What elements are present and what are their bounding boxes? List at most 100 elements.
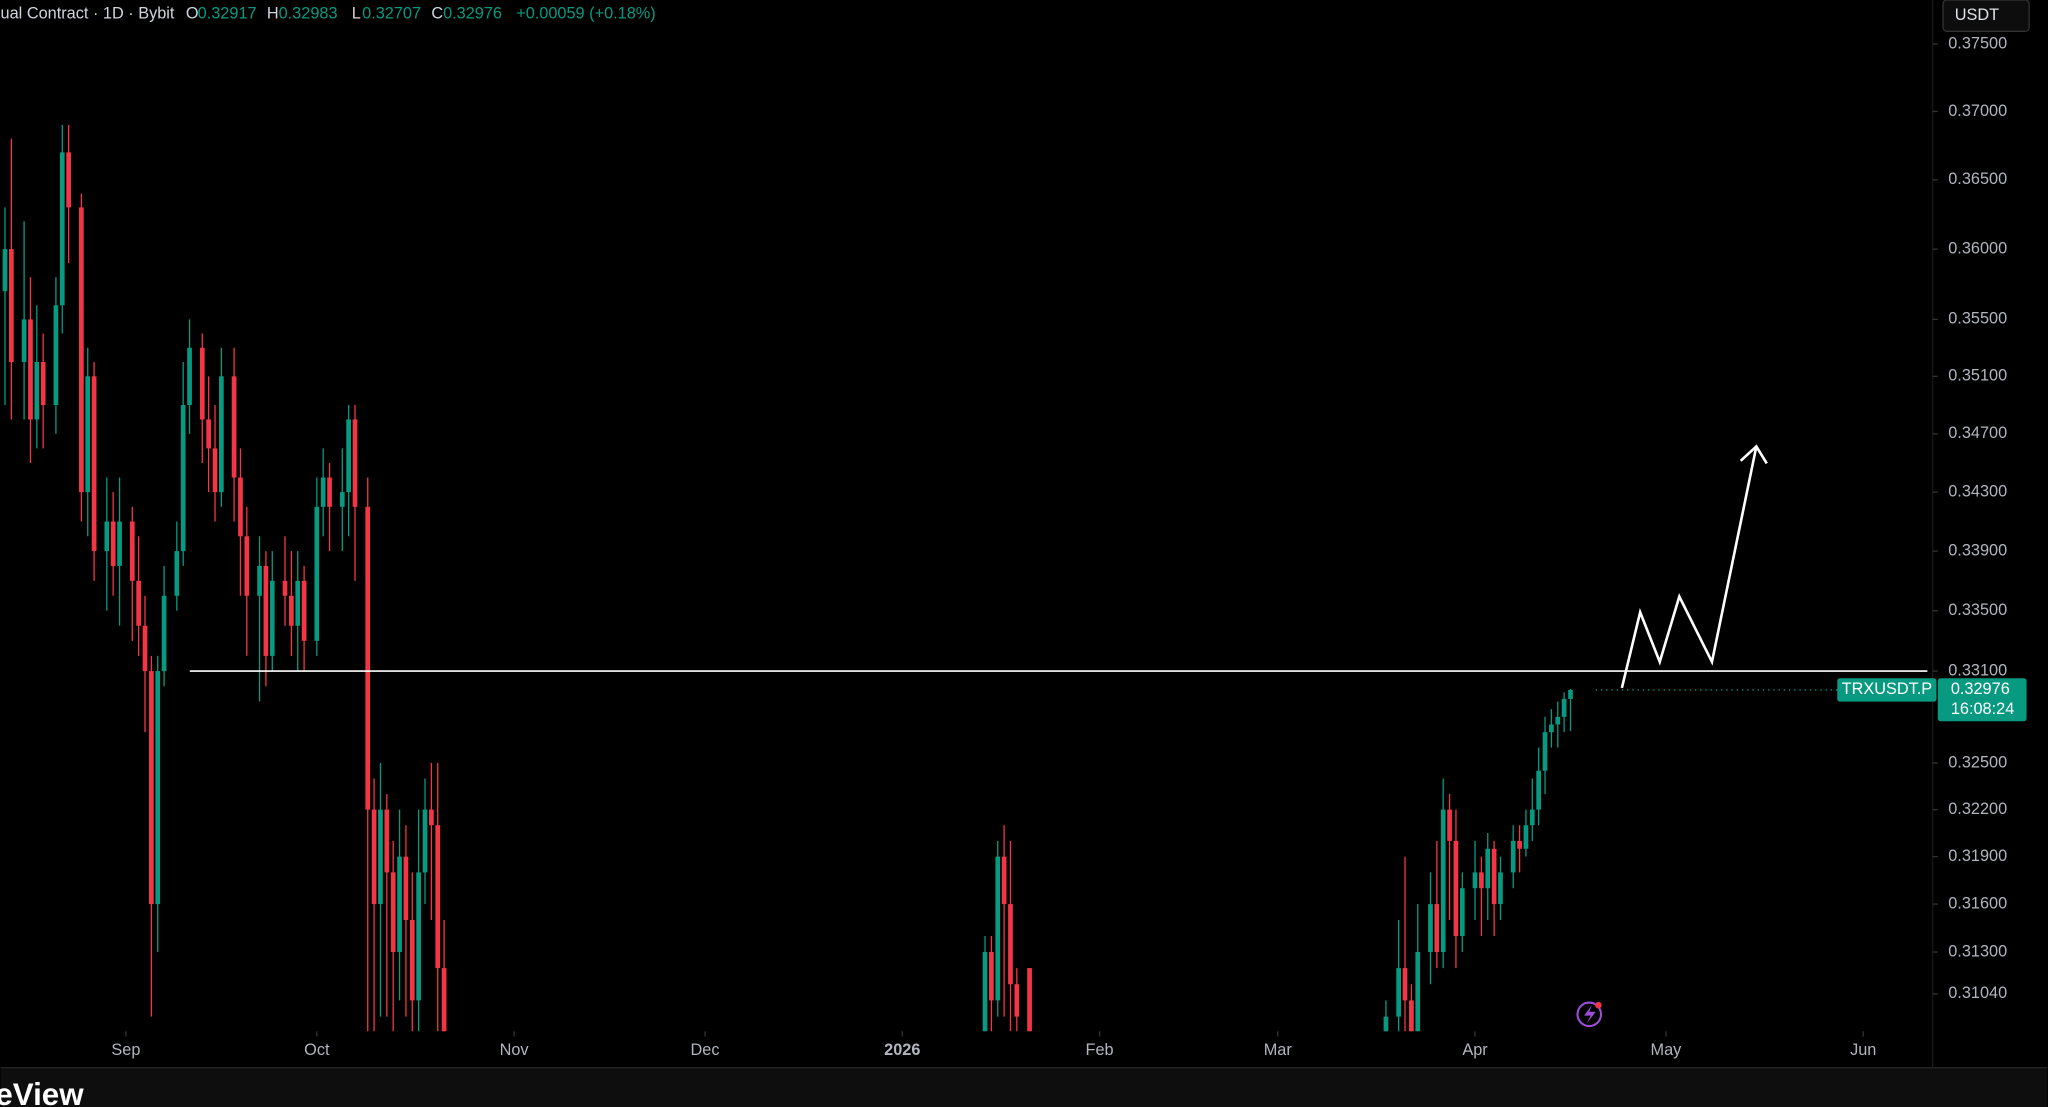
candle-body (314, 506, 320, 641)
y-tick-label: 0.35500 (1948, 310, 2007, 328)
candle-body (378, 809, 383, 905)
candle-body (1415, 952, 1421, 1032)
candle-body (1440, 809, 1446, 953)
ohlc-key: O (186, 5, 199, 23)
candle-body (989, 952, 994, 1001)
candle-body (1536, 770, 1542, 810)
candle-body (21, 319, 27, 363)
candle-body (982, 952, 988, 1032)
candle-body (136, 580, 141, 626)
candle-body (187, 347, 192, 406)
candle-body (371, 809, 377, 905)
candle-body (34, 362, 40, 420)
y-tick-label: 0.34700 (1948, 424, 2007, 442)
candle-body (320, 477, 326, 507)
y-tick-label: 0.31300 (1948, 942, 2007, 960)
candle-body (282, 580, 288, 596)
candle-body (289, 595, 294, 626)
candle-body (199, 347, 205, 420)
alert-dot[interactable] (1595, 1001, 1602, 1009)
candle-body (142, 625, 148, 672)
alert-bolt[interactable] (1584, 1005, 1596, 1024)
ohlc-key: L (352, 5, 361, 23)
candle-body (301, 580, 307, 641)
candle-body (174, 551, 180, 596)
candle-body (352, 419, 358, 507)
candle-body (346, 419, 351, 493)
x-tick-label: Sep (111, 1041, 140, 1059)
candle-body (1491, 848, 1497, 905)
candle-body (1014, 984, 1020, 1017)
candle-body (1517, 840, 1522, 849)
y-tick-label: 0.37500 (1948, 34, 2007, 52)
ohlc-value: 0.32976 (443, 5, 502, 23)
candle-body (1568, 689, 1573, 699)
candle-body (110, 521, 116, 566)
y-tick-label: 0.34300 (1948, 482, 2007, 500)
x-tick-label: Dec (691, 1041, 720, 1059)
candle-body (1001, 856, 1007, 905)
ohlc-value: 0.32707 (362, 5, 421, 23)
candle-body (180, 405, 186, 552)
candle-body (1453, 840, 1459, 936)
candle-body (1510, 840, 1516, 873)
x-tick-label: Jun (1850, 1041, 1876, 1059)
candle-body (339, 492, 345, 507)
candle-body (1434, 904, 1440, 953)
brand: eView (0, 1077, 84, 1107)
candle-body (1549, 724, 1554, 733)
countdown: 16:08:24 (1951, 700, 2014, 718)
candle-body (257, 565, 262, 596)
currency[interactable]: USDT (1955, 6, 1999, 24)
symbol-tag (1837, 678, 1937, 702)
y-tick-label: 0.32500 (1948, 753, 2007, 771)
candle-body (1409, 1000, 1414, 1032)
candle-body (269, 580, 275, 656)
candle-body (263, 565, 269, 656)
candle-body (1402, 968, 1408, 1001)
x-tick-label: Mar (1264, 1041, 1293, 1059)
y-tick-label: 0.35100 (1948, 367, 2007, 385)
footer-bar (0, 1069, 2048, 1107)
ohlc-key: H (267, 5, 279, 23)
projection-arrow (1620, 444, 1768, 689)
candle-body (365, 506, 371, 810)
x-tick-label: Feb (1086, 1041, 1114, 1059)
candle-body (28, 319, 33, 420)
candle-body (1561, 698, 1567, 717)
candle-body (1498, 872, 1503, 905)
candle-body (2, 249, 8, 292)
ohlc-value: 0.32917 (198, 5, 257, 23)
candle-body (327, 477, 332, 507)
x-tick-label: May (1651, 1041, 1683, 1059)
candle-body (995, 856, 1001, 1001)
y-tick-label: 0.36000 (1948, 239, 2007, 257)
x-tick-label: Oct (304, 1041, 330, 1059)
candle-body (1472, 872, 1478, 889)
price-tag (1937, 678, 2027, 722)
y-tick-label: 0.31600 (1948, 894, 2007, 912)
currency-box[interactable] (1942, 0, 2030, 32)
candle-body (53, 305, 59, 406)
candle-body (219, 376, 224, 493)
y-tick-label: 0.33900 (1948, 541, 2007, 559)
candle-body (59, 152, 65, 306)
candle-body (1479, 872, 1484, 889)
candle-body (129, 521, 135, 581)
y-tick-label: 0.31040 (1948, 984, 2007, 1002)
alert-circle[interactable] (1576, 1001, 1603, 1028)
candle-body (1529, 809, 1535, 826)
candle-body (79, 207, 84, 493)
candle-body (1027, 968, 1032, 1032)
x-tick-label: Apr (1462, 1041, 1488, 1059)
candle-body (40, 362, 46, 406)
candle-body (384, 809, 390, 873)
candle-body (1542, 732, 1548, 771)
alert-icon[interactable] (1576, 1001, 1603, 1028)
y-tick-label: 0.33500 (1948, 601, 2007, 619)
candle-body (161, 595, 167, 672)
header-title: ual Contract · 1D · Bybit (1, 5, 175, 23)
candle-body (91, 376, 97, 552)
